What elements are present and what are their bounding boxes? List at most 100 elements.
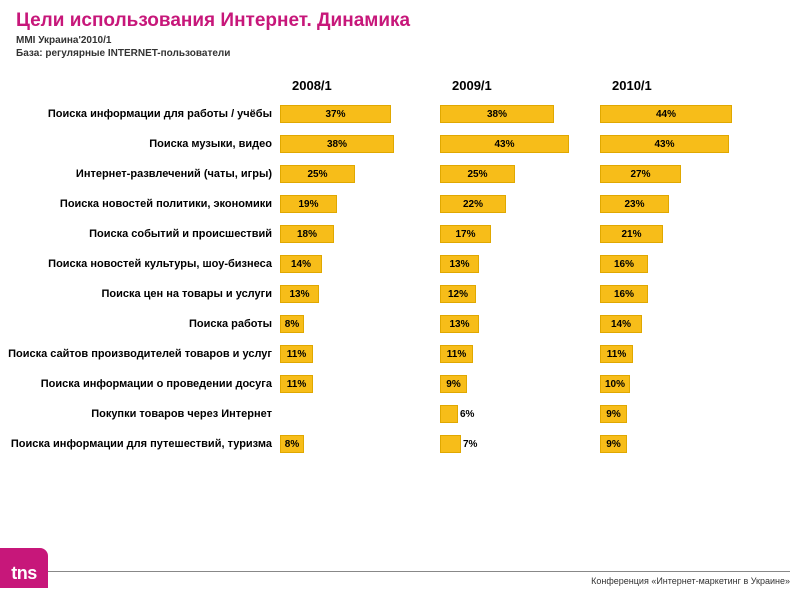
bar-cell: 25% (280, 159, 440, 189)
bar: 16% (600, 255, 648, 273)
bar: 8% (280, 315, 304, 333)
bar-cell: 9% (440, 369, 600, 399)
bar-cell: 11% (280, 369, 440, 399)
bar-cell: 14% (280, 249, 440, 279)
bar-value: 6% (457, 409, 474, 420)
bar-cell: 25% (440, 159, 600, 189)
subtitle-2: База: регулярные INTERNET-пользователи (0, 47, 800, 60)
bar: 10% (600, 375, 630, 393)
row-label: Поиска новостей политики, экономики (0, 198, 280, 211)
page-title: Цели использования Интернет. Динамика (0, 0, 800, 34)
chart-row: Поиска событий и происшествий18%17%21% (0, 219, 800, 249)
footer-text: Конференция «Интернет-маркетинг в Украин… (591, 576, 790, 586)
bar: 13% (440, 315, 479, 333)
bar-value: 8% (285, 319, 299, 330)
bar-value: 8% (285, 439, 299, 450)
bar-value: 9% (606, 439, 620, 450)
bar-cell: 7% (440, 429, 600, 459)
bar-cell: 16% (600, 249, 760, 279)
subtitle-1: MMI Украина'2010/1 (0, 34, 800, 47)
bar-cell: 38% (440, 99, 600, 129)
bar-value: 25% (307, 169, 327, 180)
bar-value: 11% (287, 379, 306, 390)
row-label: Интернет-развлечений (чаты, игры) (0, 168, 280, 181)
bar-value: 9% (446, 379, 460, 390)
bar-cell: 9% (600, 399, 760, 429)
bar-cell: 8% (280, 309, 440, 339)
bar: 25% (280, 165, 355, 183)
bar: 25% (440, 165, 515, 183)
bar: 37% (280, 105, 391, 123)
bar-cell: 11% (440, 339, 600, 369)
bar-cell: 11% (280, 339, 440, 369)
col-header-0: 2008/1 (288, 78, 448, 93)
chart-rows: Поиска информации для работы / учёбы 37% 3… (0, 99, 800, 459)
chart-row: Поиска работы8%13%14% (0, 309, 800, 339)
bar: 17% (440, 225, 491, 243)
bar-cell: 38% (280, 129, 440, 159)
bar-cell: 14% (600, 309, 760, 339)
bar: 44% (600, 105, 732, 123)
row-label: Поиска сайтов производителей товаров и у… (0, 348, 280, 361)
bar-value: 12% (448, 289, 468, 300)
bar-cell: 13% (280, 279, 440, 309)
row-label: Покупки товаров через Интернет (0, 408, 280, 421)
row-label: Поиска новостей культуры, шоу-бизнеса (0, 258, 280, 271)
bar: 11% (600, 345, 633, 363)
row-label: Поиска информации для путешествий, туриз… (0, 438, 280, 451)
bar: 14% (280, 255, 322, 273)
chart-row: Поиска информации для путешествий, туриз… (0, 429, 800, 459)
chart-row: Покупки товаров через Интернет 6% 9% (0, 399, 800, 429)
col-header-2: 2010/1 (608, 78, 768, 93)
bar-cell: 13% (440, 309, 600, 339)
chart-row: Поиска информации для работы / учёбы 37% 3… (0, 99, 800, 129)
bar-value: 25% (467, 169, 487, 180)
bar: 9% (440, 375, 467, 393)
bar-value: 37% (325, 109, 345, 120)
bar: 38% (440, 105, 554, 123)
bar: 11% (440, 345, 473, 363)
chart-row: Поиска информации о проведении досуга11%… (0, 369, 800, 399)
bar-cell: 16% (600, 279, 760, 309)
tns-logo: tns (0, 548, 48, 588)
chart-row: Поиска сайтов производителей товаров и у… (0, 339, 800, 369)
bar-value: 43% (654, 139, 674, 150)
bar-cell: 17% (440, 219, 600, 249)
bar-cell: 12% (440, 279, 600, 309)
bar-value: 23% (624, 199, 644, 210)
bar: 23% (600, 195, 669, 213)
row-label: Поиска музыки, видео (0, 138, 280, 151)
bar-value: 16% (614, 289, 634, 300)
bar-cell: 11% (600, 339, 760, 369)
bar-value: 17% (455, 229, 475, 240)
bar-cell: 27% (600, 159, 760, 189)
chart-row: Поиска музыки, видео38%43%43% (0, 129, 800, 159)
bar: 13% (440, 255, 479, 273)
bar-value: 7% (460, 439, 477, 450)
footer-divider (0, 571, 790, 572)
chart-row: Интернет-развлечений (чаты, игры) 25% 25% 2… (0, 159, 800, 189)
bar: 19% (280, 195, 337, 213)
bar-cell: 19% (280, 189, 440, 219)
bar-cell: 9% (600, 429, 760, 459)
row-label: Поиска информации для работы / учёбы (0, 108, 280, 121)
col-header-1: 2009/1 (448, 78, 608, 93)
bar: 6% (440, 405, 458, 423)
bar: 14% (600, 315, 642, 333)
bar: 11% (280, 375, 313, 393)
chart-row: Поиска новостей политики, экономики19% 22… (0, 189, 800, 219)
bar: 38% (280, 135, 394, 153)
bar-value: 16% (614, 259, 634, 270)
bar-cell: 18% (280, 219, 440, 249)
bar-value: 11% (607, 349, 626, 360)
bar: 43% (600, 135, 729, 153)
bar-value: 11% (287, 349, 306, 360)
bar: 18% (280, 225, 334, 243)
chart-row: Поиска цен на товары и услуги13% 12% 16% (0, 279, 800, 309)
bar-value: 18% (297, 229, 317, 240)
bar-value: 22% (463, 199, 483, 210)
bar-cell: 23% (600, 189, 760, 219)
bar: 7% (440, 435, 461, 453)
row-label: Поиска цен на товары и услуги (0, 288, 280, 301)
bar-cell: 37% (280, 99, 440, 129)
